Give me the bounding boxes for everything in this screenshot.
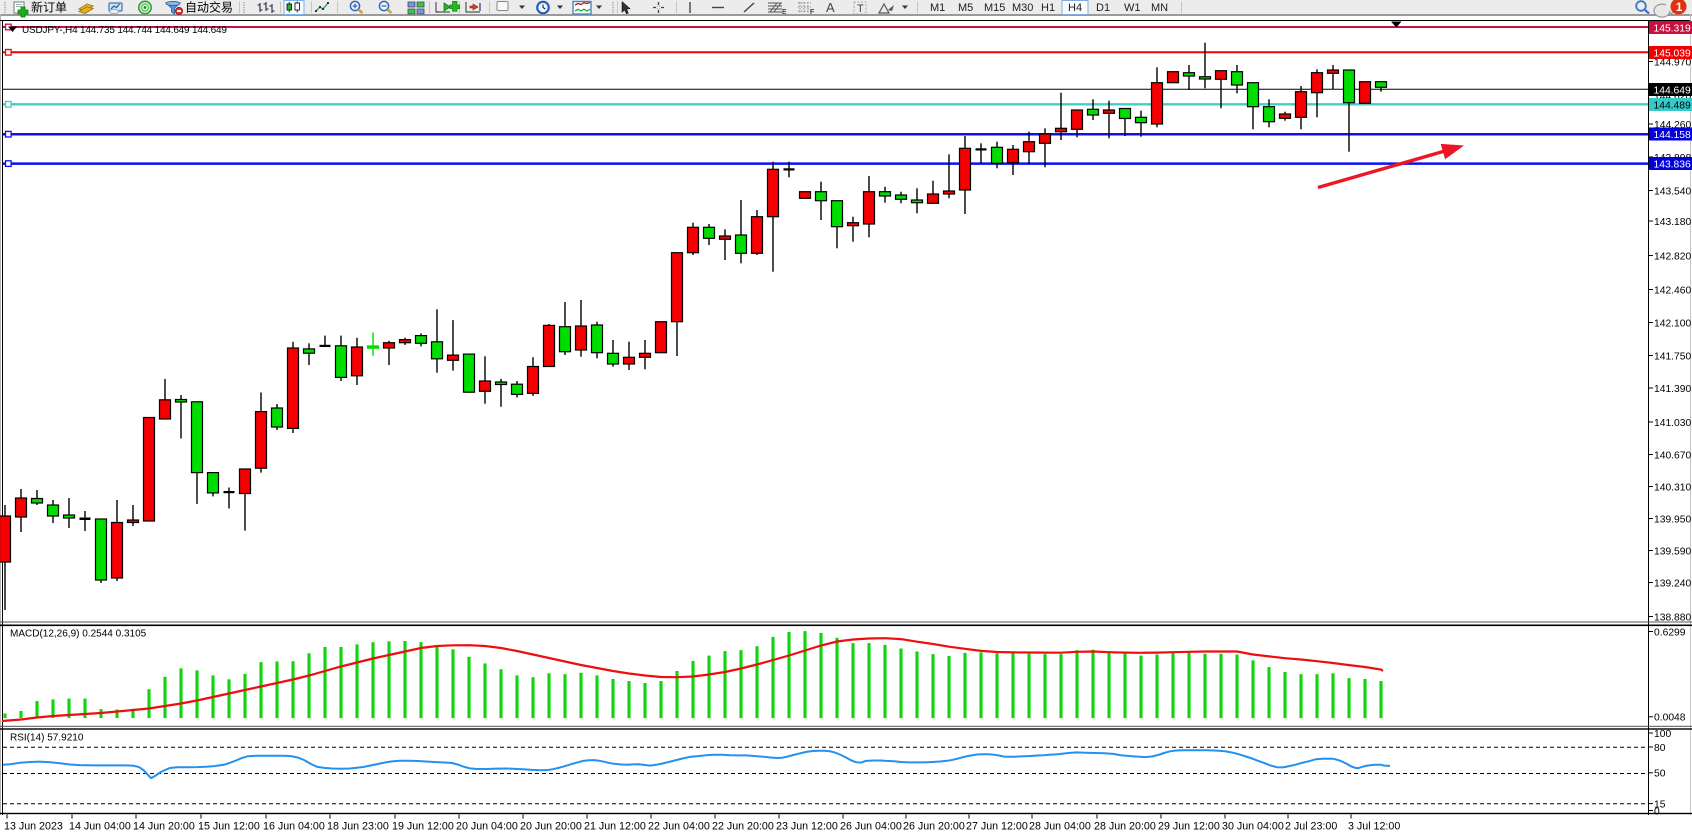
svg-text:15: 15 <box>1654 799 1666 810</box>
svg-text:MN: MN <box>1151 2 1168 14</box>
svg-text:100: 100 <box>1654 729 1671 740</box>
svg-text:139.590: 139.590 <box>1654 546 1691 557</box>
svg-text:M30: M30 <box>1012 2 1033 14</box>
svg-text:144.158: 144.158 <box>1654 130 1691 141</box>
svg-text:141.390: 141.390 <box>1654 384 1691 395</box>
svg-text:22 Jun 04:00: 22 Jun 04:00 <box>648 821 710 833</box>
svg-text:0: 0 <box>1654 806 1660 817</box>
svg-text:0.0048: 0.0048 <box>1654 713 1686 724</box>
svg-text:30 Jun 04:00: 30 Jun 04:00 <box>1222 821 1284 833</box>
svg-text:144.970: 144.970 <box>1654 57 1691 68</box>
svg-text:MACD(12,26,9) 0.2544 0.3105: MACD(12,26,9) 0.2544 0.3105 <box>10 629 147 640</box>
svg-text:A: A <box>826 0 835 15</box>
svg-text:143.180: 143.180 <box>1654 217 1691 228</box>
svg-text:3 Jul 12:00: 3 Jul 12:00 <box>1348 821 1400 833</box>
svg-text:14 Jun 20:00: 14 Jun 20:00 <box>133 821 195 833</box>
svg-text:144.649: 144.649 <box>1654 85 1691 96</box>
svg-text:142.460: 142.460 <box>1654 285 1691 296</box>
svg-text:145.319: 145.319 <box>1654 23 1691 34</box>
svg-text:H4: H4 <box>1068 2 1082 14</box>
svg-text:RSI(14) 57.9210: RSI(14) 57.9210 <box>10 733 84 744</box>
svg-text:M5: M5 <box>958 2 973 14</box>
svg-text:145.039: 145.039 <box>1654 48 1691 59</box>
svg-text:H1: H1 <box>1041 2 1055 14</box>
svg-text:14 Jun 04:00: 14 Jun 04:00 <box>69 821 131 833</box>
svg-text:28 Jun 04:00: 28 Jun 04:00 <box>1029 821 1091 833</box>
svg-text:142.820: 142.820 <box>1654 251 1691 262</box>
svg-text:USDJPY-,H4 144.735 144.744 14: USDJPY-,H4 144.735 144.744 144.649 144.6… <box>22 25 227 36</box>
svg-text:27 Jun 12:00: 27 Jun 12:00 <box>966 821 1028 833</box>
svg-text:138.880: 138.880 <box>1654 612 1691 623</box>
svg-text:D1: D1 <box>1096 2 1110 14</box>
svg-text:144.260: 144.260 <box>1654 120 1691 131</box>
svg-text:143.540: 143.540 <box>1654 186 1691 197</box>
svg-text:18 Jun 23:00: 18 Jun 23:00 <box>327 821 389 833</box>
svg-text:自动交易: 自动交易 <box>185 0 233 15</box>
svg-text:E: E <box>782 9 787 16</box>
svg-text:80: 80 <box>1654 743 1666 754</box>
svg-text:21 Jun 12:00: 21 Jun 12:00 <box>584 821 646 833</box>
svg-text:1: 1 <box>1676 0 1683 14</box>
svg-text:22 Jun 20:00: 22 Jun 20:00 <box>712 821 774 833</box>
svg-text:新订单: 新订单 <box>31 0 67 15</box>
svg-text:23 Jun 12:00: 23 Jun 12:00 <box>776 821 838 833</box>
svg-text:M15: M15 <box>984 2 1005 14</box>
svg-text:29 Jun 12:00: 29 Jun 12:00 <box>1158 821 1220 833</box>
svg-text:20 Jun 04:00: 20 Jun 04:00 <box>456 821 518 833</box>
svg-text:26 Jun 20:00: 26 Jun 20:00 <box>903 821 965 833</box>
svg-text:16 Jun 04:00: 16 Jun 04:00 <box>263 821 325 833</box>
svg-text:19 Jun 12:00: 19 Jun 12:00 <box>392 821 454 833</box>
svg-text:15 Jun 12:00: 15 Jun 12:00 <box>198 821 260 833</box>
svg-text:139.950: 139.950 <box>1654 514 1691 525</box>
svg-text:140.310: 140.310 <box>1654 482 1691 493</box>
svg-text:M1: M1 <box>930 2 945 14</box>
svg-text:50: 50 <box>1654 769 1666 780</box>
svg-text:141.750: 141.750 <box>1654 351 1691 362</box>
svg-text:144.620: 144.620 <box>1654 91 1691 102</box>
svg-text:28 Jun 20:00: 28 Jun 20:00 <box>1094 821 1156 833</box>
svg-text:141.030: 141.030 <box>1654 418 1691 429</box>
svg-text:142.100: 142.100 <box>1654 318 1691 329</box>
svg-text:140.670: 140.670 <box>1654 450 1691 461</box>
svg-text:F: F <box>810 9 814 16</box>
svg-text:139.240: 139.240 <box>1654 578 1691 589</box>
svg-text:26 Jun 04:00: 26 Jun 04:00 <box>840 821 902 833</box>
svg-text:2 Jul 23:00: 2 Jul 23:00 <box>1285 821 1337 833</box>
svg-text:144.489: 144.489 <box>1654 100 1691 111</box>
svg-text:0.6299: 0.6299 <box>1654 627 1686 638</box>
svg-text:13 Jun 2023: 13 Jun 2023 <box>4 821 63 833</box>
svg-text:20 Jun 20:00: 20 Jun 20:00 <box>520 821 582 833</box>
svg-text:T: T <box>857 3 864 15</box>
svg-text:143.836: 143.836 <box>1654 159 1691 170</box>
svg-text:W1: W1 <box>1124 2 1141 14</box>
